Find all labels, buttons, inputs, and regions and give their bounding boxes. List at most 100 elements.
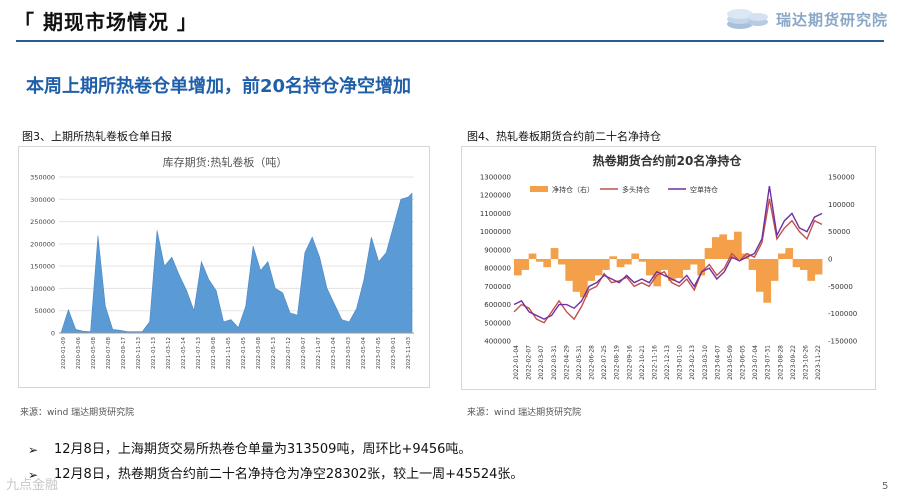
page-title: 「 期现市场情况 」 — [14, 10, 198, 34]
net-position-bar — [712, 237, 720, 259]
net-position-bar — [807, 259, 816, 281]
net-position-bar — [741, 253, 750, 259]
net-position-chart-svg: 热卷期货合约前20名净持仓 1300000 1200000 1100000 100000… — [480, 153, 857, 380]
x-tick-label: 2023-06-05 — [740, 345, 747, 380]
x-tick-label: 2022-03-08 — [256, 337, 262, 369]
chart-title: 库存期货:热轧卷板（吨） — [163, 155, 288, 169]
bullet-arrow-icon: ➢ — [28, 468, 39, 482]
x-tick-label: 2022-08-19 — [614, 345, 621, 380]
x-tick-label: 2020-07-08 — [106, 337, 112, 369]
x-tick-label: 2023-09-22 — [790, 345, 797, 380]
y-left-tick-label: 1000000 — [480, 228, 511, 236]
net-position-bar — [748, 259, 757, 270]
net-position-bar — [734, 231, 742, 259]
y-left-tick-label: 800000 — [484, 265, 511, 273]
net-position-bar — [572, 259, 581, 292]
x-tick-label: 2022-05-31 — [576, 345, 583, 380]
x-tick-label: 2022-01-04 — [513, 345, 520, 380]
net-position-bar — [616, 259, 625, 268]
net-position-bar — [726, 239, 735, 259]
figure4-source: 来源：wind 瑞达期货研究院 — [467, 408, 582, 418]
net-position-bar — [565, 259, 574, 281]
y-right-tick-label: 0 — [828, 256, 832, 264]
x-tick-label: 2020-03-06 — [76, 337, 82, 369]
y-tick-label: 350000 — [30, 174, 55, 182]
net-position-bar — [602, 259, 610, 270]
y-left-tick-label: 900000 — [484, 246, 511, 254]
x-tick-label: 2022-11-16 — [651, 345, 658, 380]
y-tick-label: 200000 — [30, 240, 55, 248]
net-position-bar — [814, 259, 823, 275]
x-tick-label: 2022-06-28 — [589, 345, 596, 380]
figure4-label: 图4、热轧卷板期货合约前二十名净持仓 — [467, 130, 661, 143]
x-tick-label: 2022-05-13 — [271, 337, 277, 369]
net-position-bar — [770, 259, 779, 281]
net-position-chart: 热卷期货合约前20名净持仓 1300000 1200000 1100000 100000… — [461, 146, 876, 390]
x-tick-label: 2022-04-29 — [563, 345, 570, 380]
watermark: 九点金融 — [6, 478, 59, 493]
net-position-bar — [778, 253, 786, 259]
y-left-tick-label: 600000 — [484, 301, 511, 309]
x-tick-label: 2021-11-05 — [226, 337, 232, 369]
y-right-tick-label: -100000 — [828, 310, 857, 318]
x-tick-label: 2021-07-13 — [196, 337, 202, 369]
net-position-bar — [719, 234, 728, 259]
y-right-tick-label: -50000 — [828, 283, 853, 291]
x-tick-label: 2023-03-03 — [346, 337, 352, 369]
y-left-tick-label: 1300000 — [480, 174, 511, 182]
figure3-label: 图3、上期所热轧卷板仓单日报 — [22, 130, 172, 143]
y-right-tick-label: 100000 — [828, 201, 855, 209]
x-tick-label: 2020-09-17 — [121, 337, 127, 369]
x-tick-label: 2022-12-13 — [664, 345, 671, 380]
x-tick-label: 2023-05-04 — [361, 337, 367, 369]
net-position-bar — [609, 256, 618, 259]
net-position-bar — [543, 259, 552, 268]
net-position-bar — [550, 248, 559, 259]
bullet-item: ➢ 12月8日，热卷期货合约前二十名净持仓为净空28302张，较上一周+4552… — [28, 466, 523, 491]
y-left-tick-label: 400000 — [484, 338, 511, 346]
header-divider — [16, 40, 884, 42]
net-position-bar — [646, 259, 654, 276]
net-position-bar — [682, 259, 691, 270]
warehouse-receipt-chart-svg: 库存期货:热轧卷板（吨） 350000 300000 250000 200000 1500… — [30, 155, 414, 369]
x-tick-label: 2020-01-09 — [61, 337, 67, 369]
y-right-tick-label: 50000 — [828, 228, 850, 236]
x-tick-label: 2023-11-03 — [406, 337, 412, 369]
x-tick-label: 2020-11-13 — [136, 337, 142, 369]
net-position-bar — [690, 259, 698, 265]
net-position-bar — [668, 259, 676, 281]
x-tick-label: 2022-09-16 — [626, 345, 633, 380]
net-position-bar — [521, 259, 530, 270]
net-position-bar — [594, 259, 603, 276]
figure3-source: 来源：wind 瑞达期货研究院 — [20, 408, 135, 418]
net-position-bar — [785, 248, 794, 259]
net-position-bar — [558, 259, 566, 265]
x-tick-label: 2022-07-12 — [286, 337, 292, 369]
net-position-bar — [697, 259, 706, 276]
x-tick-label: 2022-01-05 — [241, 337, 247, 369]
net-position-bar — [528, 253, 537, 259]
page-number: 5 — [882, 481, 889, 492]
net-position-bar — [675, 259, 684, 279]
bullet-arrow-icon: ➢ — [28, 443, 39, 457]
x-tick-label: 2023-08-28 — [777, 345, 784, 380]
x-tick-label: 2022-11-07 — [316, 337, 322, 369]
net-position-bar — [514, 259, 522, 276]
inventory-area-series — [60, 192, 413, 334]
net-position-bar — [536, 259, 544, 262]
x-tick-label: 2022-03-07 — [538, 345, 545, 380]
brand-name: 瑞达期货研究院 — [776, 11, 889, 29]
y-tick-label: 250000 — [30, 218, 55, 226]
bullet-text: 12月8日，上海期货交易所热卷仓单量为313509吨，周环比+9456吨。 — [54, 442, 472, 457]
warehouse-receipt-chart: 库存期货:热轧卷板（吨） 350000 300000 250000 200000 1500… — [18, 146, 430, 388]
net-position-bar — [792, 259, 801, 268]
net-position-bar — [660, 259, 669, 270]
legend-label: 净持仓（右） — [552, 185, 594, 194]
short-position-line — [513, 186, 823, 320]
net-position-bar — [631, 253, 640, 259]
net-position-bar — [763, 259, 772, 303]
y-left-tick-label: 500000 — [484, 319, 511, 327]
net-position-bar — [580, 259, 588, 298]
x-tick-label: 2022-03-31 — [551, 345, 558, 380]
x-tick-label: 2023-02-13 — [689, 345, 696, 380]
